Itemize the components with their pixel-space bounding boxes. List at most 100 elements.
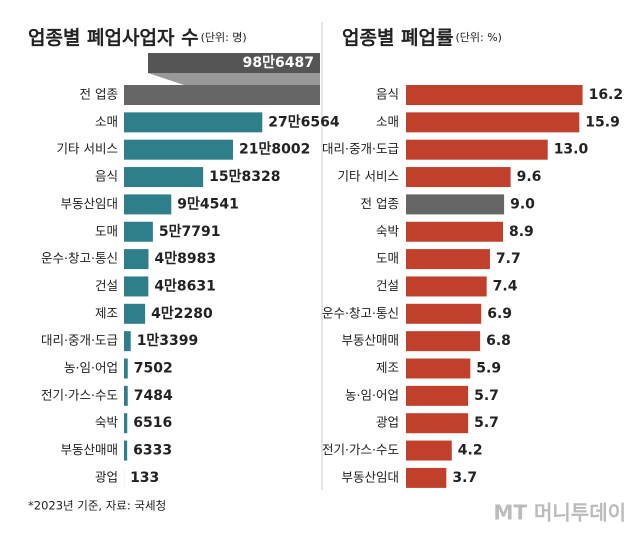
category-label: 부동산임대: [60, 196, 118, 211]
category-label: 부동산매매: [60, 442, 118, 457]
category-label: 전 업종: [80, 87, 118, 102]
category-label: 소매: [95, 114, 118, 129]
value-label: 15.9: [585, 114, 620, 130]
brand-logo: MT 머니투데이: [493, 501, 626, 525]
bar: [406, 358, 471, 379]
bar: [406, 221, 504, 242]
value-label: 7.4: [493, 278, 518, 294]
category-label: 전 업종: [361, 196, 399, 211]
bar: [406, 167, 511, 188]
category-label: 광업: [376, 415, 399, 430]
subtitle: (단위: %): [456, 31, 502, 44]
break-connector: [148, 73, 320, 85]
value-label: 98만6487: [243, 55, 314, 71]
value-label: 8.9: [509, 224, 534, 240]
bar: [406, 85, 583, 105]
bar: [406, 385, 469, 406]
category-label: 대리·중개·도급: [41, 333, 118, 348]
value-label: 13.0: [554, 142, 589, 158]
chart-title: 업종별 폐업률 (단위: %): [342, 27, 502, 49]
value-label: 6516: [133, 415, 172, 431]
footnote: *2023년 기준, 자료: 국세청: [28, 499, 166, 513]
category-label: 건설: [376, 278, 399, 293]
value-label: 5.9: [476, 361, 501, 377]
bar: [406, 139, 548, 160]
value-label: 15만8328: [209, 169, 280, 185]
bar: [406, 440, 452, 461]
value-label: 6.9: [487, 306, 512, 322]
category-label: 기타 서비스: [57, 141, 118, 156]
category-label: 제조: [376, 360, 399, 375]
bar: [124, 85, 320, 105]
category-label: 도매: [95, 223, 118, 238]
category-label: 기타 서비스: [338, 169, 399, 184]
total-label-box: [148, 53, 320, 73]
subtitle: (단위: 명): [201, 31, 247, 44]
value-label: 9.0: [510, 196, 535, 212]
bar: [406, 249, 490, 270]
bar: [124, 358, 128, 379]
category-label: 음식: [95, 169, 118, 184]
category-label: 제조: [95, 305, 118, 320]
value-label: 5.7: [474, 388, 499, 404]
category-label: 도매: [376, 251, 399, 266]
value-label: 4만8983: [154, 251, 216, 267]
category-label: 소매: [376, 114, 399, 129]
value-label: 4.2: [458, 443, 483, 459]
bar: [124, 249, 149, 270]
bar: [124, 194, 172, 215]
bar: [124, 413, 128, 434]
bar: [406, 413, 469, 434]
value-label: 27만6564: [268, 114, 340, 130]
value-label: 4만2280: [151, 306, 213, 322]
value-label: 21만8002: [239, 142, 310, 158]
category-label: 운수·창고·통신: [41, 251, 118, 266]
bar: [124, 385, 128, 406]
category-label: 광업: [95, 469, 118, 484]
category-label: 부동산매매: [341, 333, 399, 348]
value-label: 4만8631: [154, 278, 216, 294]
bar: [406, 331, 481, 352]
category-label: 운수·창고·통신: [322, 305, 399, 320]
value-label: 133: [130, 470, 159, 486]
title-text: 업종별 폐업률: [342, 27, 454, 49]
value-label: 9만4541: [177, 196, 239, 212]
value-label: 3.7: [452, 470, 477, 486]
bar: [124, 331, 131, 352]
value-label: 7.7: [496, 251, 521, 267]
value-label: 5만7791: [159, 224, 221, 240]
value-label: 7484: [134, 388, 173, 404]
bar: [124, 221, 153, 242]
title-text: 업종별 폐업사업자 수: [28, 27, 199, 49]
bar: [124, 276, 149, 297]
value-label: 9.6: [517, 169, 542, 185]
bar: [406, 112, 580, 133]
bar: [124, 112, 263, 133]
bar: [124, 303, 146, 324]
chart-title: 업종별 폐업사업자 수 (단위: 명): [28, 27, 247, 49]
bar: [124, 139, 234, 160]
value-label: 16.2: [589, 87, 624, 103]
bar: [406, 276, 487, 297]
category-label: 농·임·어업: [64, 360, 118, 375]
bar: [124, 167, 204, 188]
bar: [406, 194, 505, 215]
value-label: 7502: [134, 361, 173, 377]
bar: [406, 467, 447, 488]
category-label: 부동산임대: [341, 469, 399, 484]
bar: [406, 303, 482, 324]
category-label: 농·임·어업: [345, 387, 399, 402]
value-label: 6.8: [486, 333, 511, 349]
value-label: 5.7: [474, 415, 499, 431]
category-label: 대리·중개·도급: [322, 141, 399, 156]
category-label: 숙박: [376, 223, 400, 238]
category-label: 전기·가스·수도: [322, 442, 399, 457]
value-label: 6333: [133, 443, 172, 459]
bar: [124, 440, 128, 461]
value-label: 1만3399: [137, 333, 199, 349]
category-label: 전기·가스·수도: [41, 387, 118, 402]
category-label: 숙박: [95, 415, 119, 430]
category-label: 건설: [95, 278, 118, 293]
category-label: 음식: [376, 87, 399, 102]
